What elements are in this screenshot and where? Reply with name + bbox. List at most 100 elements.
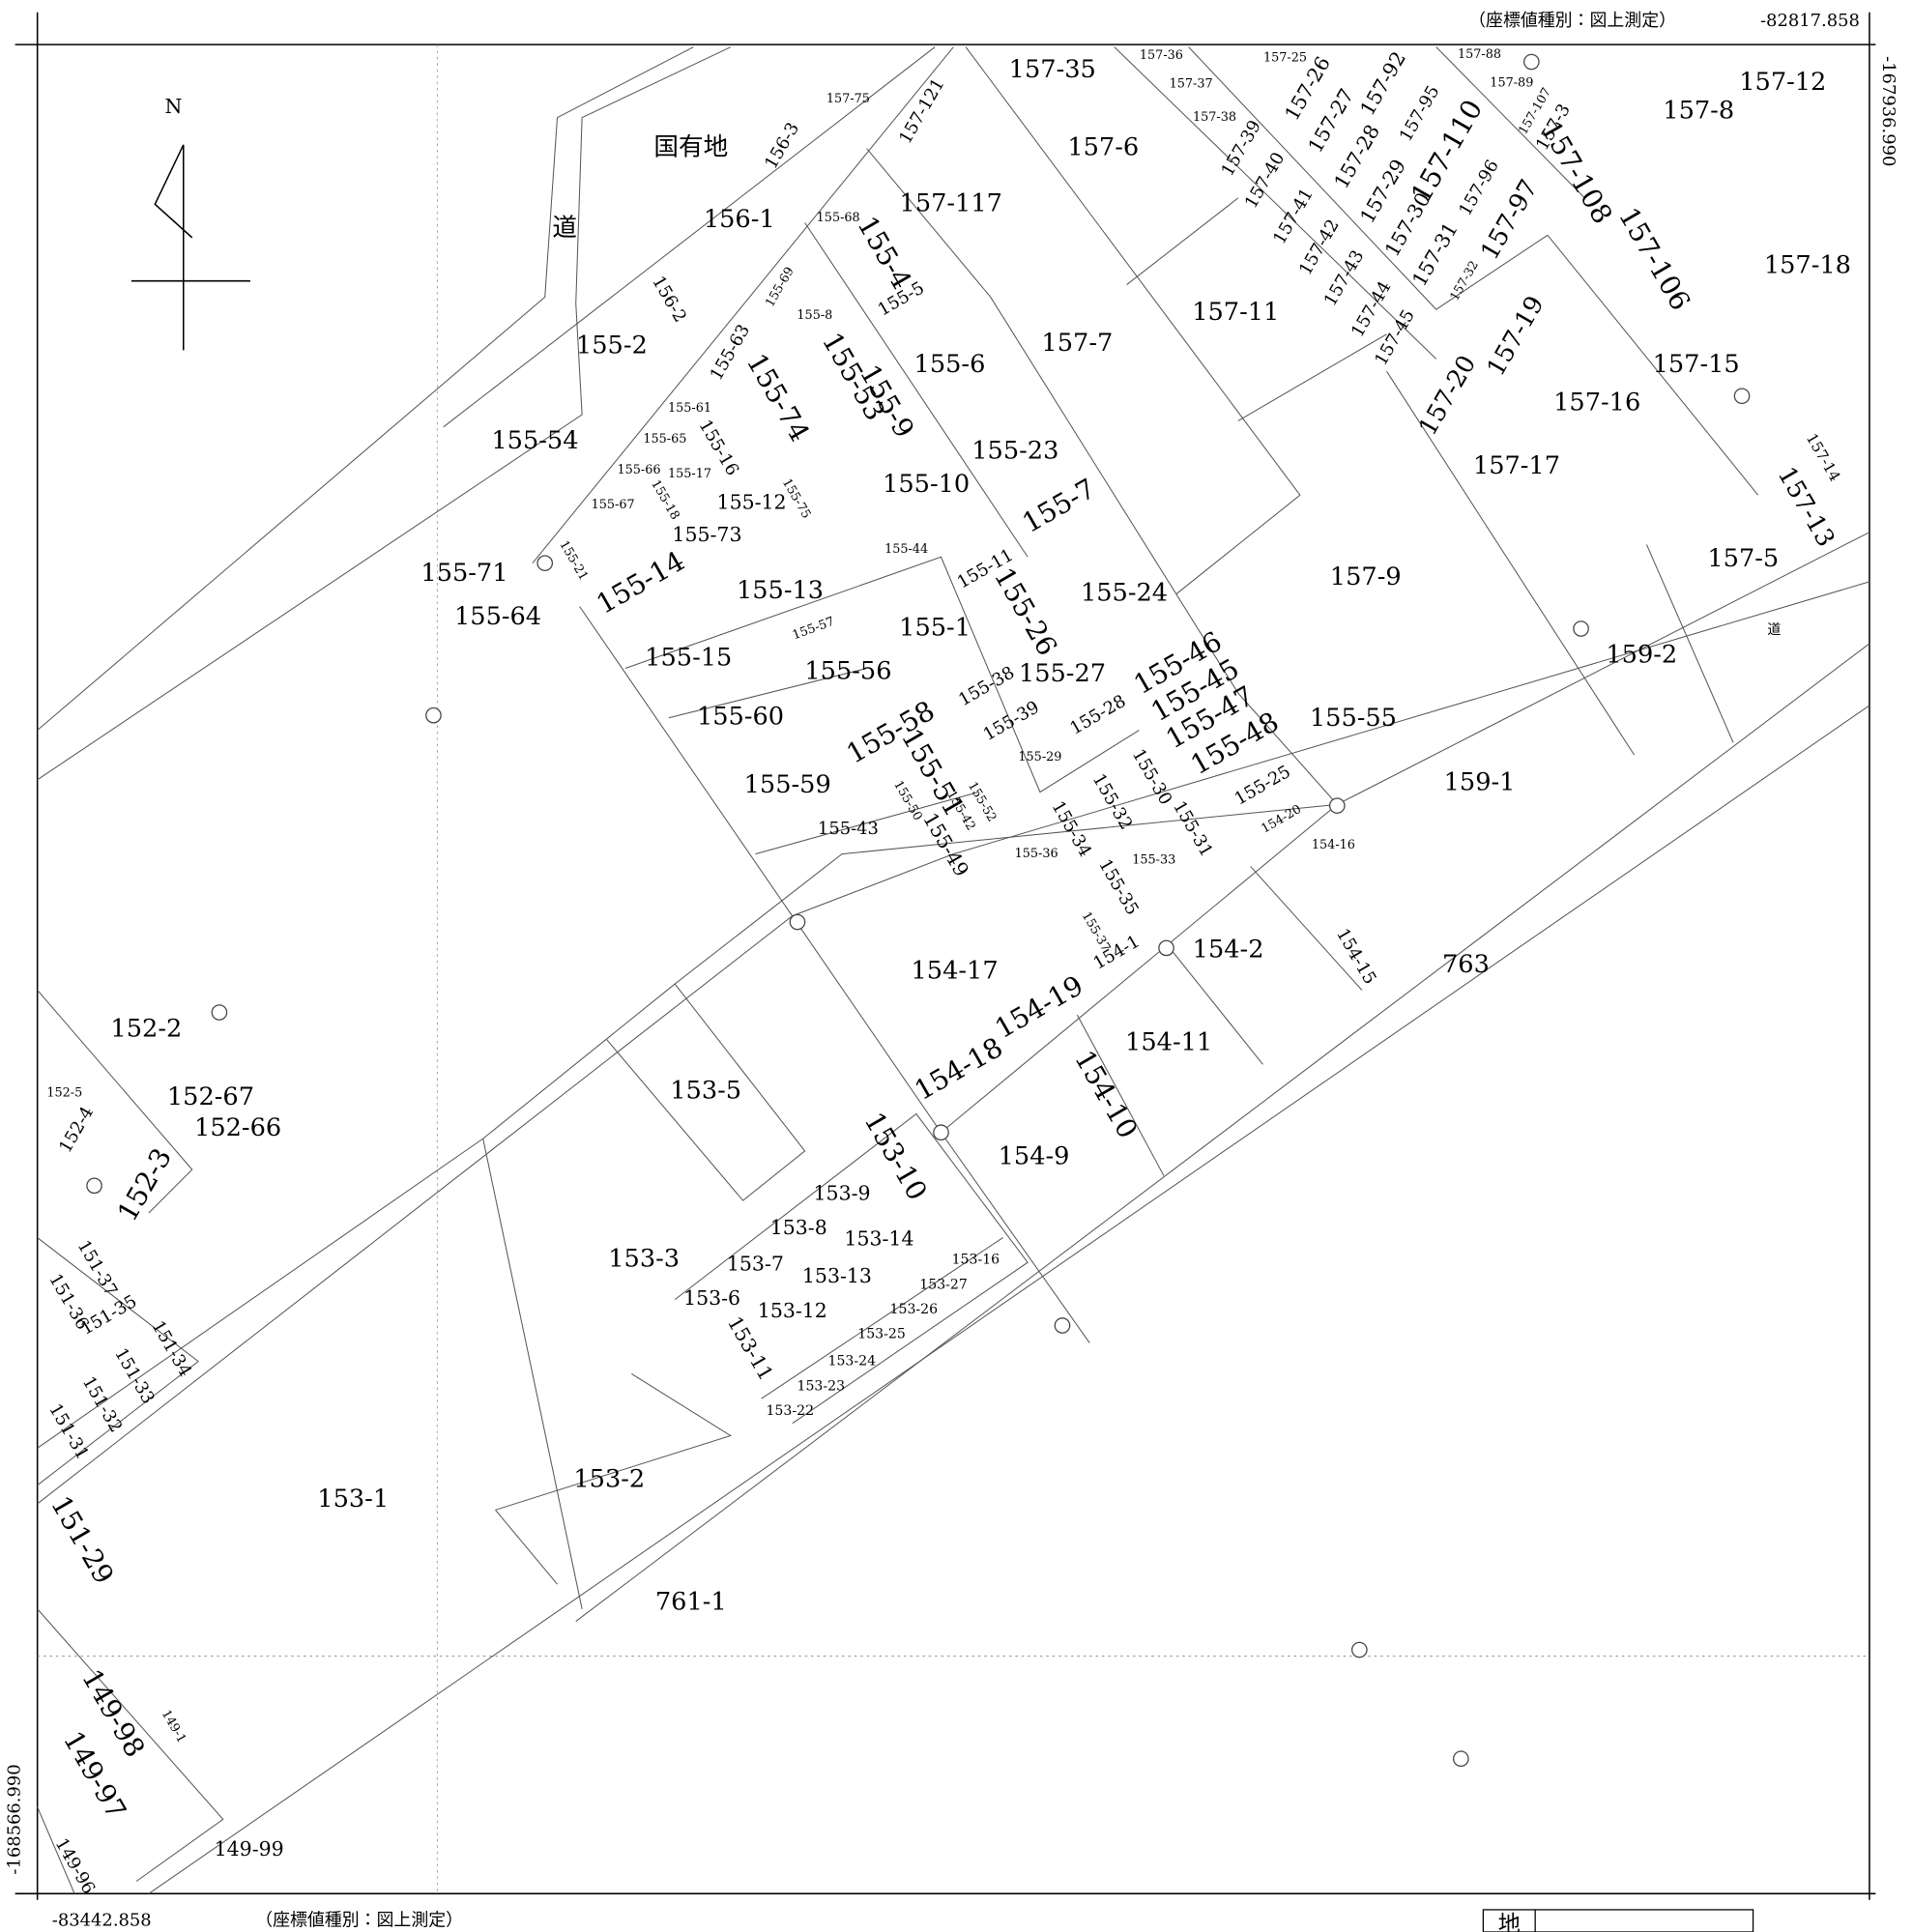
- parcel-label: 154-11: [1125, 1028, 1212, 1057]
- parcel-label: 151-33: [110, 1344, 159, 1407]
- parcel-label: 155-18: [648, 477, 682, 523]
- parcel-label: 157-43: [1320, 246, 1369, 309]
- parcel-label: 154-19: [990, 969, 1088, 1045]
- parcel-label: 153-7: [727, 1252, 784, 1275]
- parcel-label: 157-11: [1192, 298, 1279, 327]
- parcel-label: 149-1: [159, 1708, 188, 1745]
- legend-box: [1482, 1909, 1754, 1932]
- survey-point: [789, 913, 806, 931]
- parcel-label: 152-3: [111, 1142, 178, 1226]
- parcel-label: 761-1: [655, 1587, 727, 1616]
- parcel-label: 155-44: [884, 542, 928, 557]
- parcel-label: 155-66: [618, 463, 661, 477]
- parcel-label: 151-34: [148, 1317, 196, 1380]
- parcel-label: 153-24: [828, 1354, 877, 1370]
- parcel-label: 155-74: [740, 348, 816, 447]
- parcel-label: 155-7: [1017, 473, 1101, 539]
- survey-point: [1573, 620, 1589, 637]
- parcel-label: 153-23: [797, 1378, 846, 1394]
- parcel-label: 155-12: [717, 491, 787, 514]
- parcel-label: 155-50: [890, 778, 925, 823]
- parcel-label: 157-9: [1330, 562, 1402, 591]
- parcel-label: 149-96: [51, 1834, 100, 1897]
- parcel-label: 155-33: [1132, 853, 1175, 868]
- parcel-label: 155-30: [1128, 745, 1176, 808]
- parcel-label: 155-31: [1169, 797, 1217, 860]
- parcel-label: 道: [552, 214, 577, 243]
- parcel-label: 157-106: [1612, 202, 1696, 316]
- parcel-label: 152-5: [46, 1085, 82, 1100]
- parcel-label: 159-1: [1444, 768, 1516, 797]
- parcel-label: 155-38: [955, 662, 1018, 710]
- parcel-label: 155-65: [643, 432, 686, 447]
- parcel-label: 155-10: [883, 470, 970, 499]
- parcel-label: 157-41: [1269, 185, 1318, 247]
- parcel-label: 155-2: [576, 332, 648, 360]
- parcel-label: 157-6: [1067, 133, 1139, 162]
- legend-label: 地: [1498, 1913, 1521, 1932]
- coord-value: -168566.990: [5, 1764, 25, 1874]
- survey-point: [1351, 1641, 1368, 1658]
- parcel-label: 151-32: [78, 1373, 127, 1436]
- parcel-label: 157-19: [1482, 291, 1551, 381]
- survey-point: [425, 706, 442, 724]
- survey-point: [86, 1177, 102, 1195]
- parcel-label: 155-6: [914, 350, 986, 379]
- parcel-label: 153-5: [670, 1076, 741, 1105]
- parcel-label: 155-56: [804, 656, 891, 685]
- parcel-label: 155-17: [668, 467, 711, 481]
- parcel-label: 道: [1767, 622, 1781, 638]
- parcel-label: 154-10: [1068, 1045, 1144, 1143]
- survey-point: [1453, 1750, 1469, 1768]
- parcel-label: 157-8: [1663, 96, 1734, 125]
- parcel-label: 152-67: [167, 1082, 254, 1111]
- parcel-label: 153-1: [317, 1485, 389, 1514]
- parcel-label: 155-39: [980, 697, 1043, 745]
- parcel-label: 763: [1442, 950, 1490, 979]
- parcel-label: 152-4: [55, 1103, 98, 1156]
- parcel-label: 155-36: [1015, 847, 1058, 861]
- survey-point: [536, 555, 554, 571]
- parcel-label: 151-29: [44, 1490, 120, 1589]
- parcel-label: 153-11: [723, 1312, 778, 1384]
- parcel-label: 155-57: [791, 615, 836, 644]
- survey-point: [1328, 797, 1346, 814]
- parcel-label: 157-18: [1764, 250, 1851, 279]
- parcel-label: 156-2: [648, 273, 690, 326]
- parcel-label: 157-75: [826, 92, 870, 106]
- parcel-label: 152-66: [194, 1113, 281, 1142]
- parcel-label: 153-3: [608, 1245, 680, 1274]
- parcel-label: 155-28: [1066, 691, 1129, 739]
- parcel-label: 154-2: [1193, 935, 1264, 964]
- parcel-label: 157-14: [1803, 430, 1844, 484]
- survey-point: [211, 1004, 228, 1021]
- parcel-label: 154-16: [1312, 838, 1355, 852]
- parcel-boundaries: [37, 46, 1870, 1894]
- parcel-label: 155-67: [592, 498, 635, 512]
- survey-point: [933, 1124, 949, 1141]
- survey-point: [1158, 939, 1174, 957]
- parcel-label: 153-9: [814, 1181, 871, 1204]
- parcel-label: 157-5: [1707, 544, 1779, 573]
- parcel-label: 153-16: [952, 1253, 1000, 1268]
- parcel-label: 155-69: [763, 265, 797, 310]
- parcel-label: 国有地: [653, 133, 728, 162]
- parcel-label: 154-20: [1259, 802, 1304, 837]
- parcel-label: 157-117: [900, 188, 1002, 217]
- parcel-label: 155-54: [491, 426, 578, 455]
- coord-value: -83442.858: [52, 1910, 152, 1930]
- parcel-label: 153-26: [890, 1302, 939, 1317]
- parcel-label: 155-14: [591, 545, 689, 620]
- parcel-label: 157-7: [1041, 329, 1113, 358]
- survey-point: [1523, 53, 1540, 71]
- survey-point: [1054, 1317, 1071, 1334]
- parcel-label: 157-37: [1170, 77, 1213, 92]
- parcel-label: 152-2: [110, 1014, 182, 1043]
- parcel-label: 157-17: [1473, 451, 1560, 480]
- parcel-label: 155-71: [420, 559, 507, 588]
- parcel-label: 154-17: [912, 956, 999, 985]
- parcel-label: 157-16: [1553, 388, 1640, 417]
- parcel-label: 153-27: [919, 1277, 968, 1292]
